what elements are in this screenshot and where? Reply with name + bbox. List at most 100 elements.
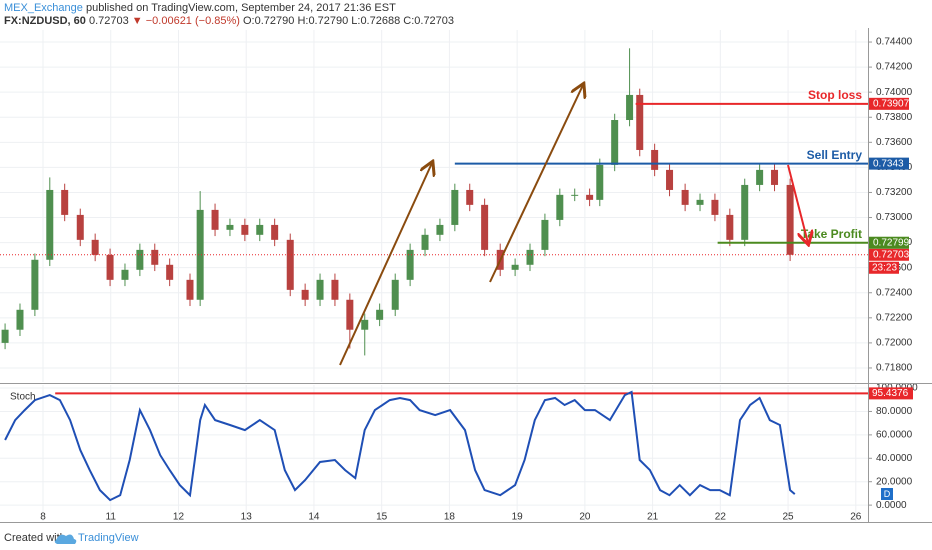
x-tick-label: 12 — [173, 512, 185, 523]
candle-body — [681, 189, 689, 205]
y-tick-label: 0.73600 — [876, 137, 913, 148]
symbol: FX:NZDUSD, 60 — [4, 15, 86, 27]
footer-created: Created with — [4, 532, 66, 544]
y-tick-label: 0.74000 — [876, 87, 913, 98]
last: 0.72703 — [89, 15, 129, 27]
candle-body — [106, 254, 114, 280]
plot-bg — [0, 28, 932, 522]
candle-body — [391, 279, 399, 310]
y-tick-label: 0.74400 — [876, 37, 913, 48]
publisher: MEX_Exchange — [4, 2, 83, 14]
candle-body — [376, 309, 384, 320]
x-tick-label: 22 — [715, 512, 727, 523]
y-tick-label: 0.72400 — [876, 287, 913, 298]
y-tick-label: 0.73000 — [876, 212, 913, 223]
y-tick-label: 0.72200 — [876, 312, 913, 323]
x-tick-label: 25 — [783, 512, 795, 523]
x-tick-label: 14 — [308, 512, 320, 523]
header-line: MEX_Exchange published on TradingView.co… — [4, 2, 396, 14]
candle-body — [711, 199, 719, 215]
candle-body — [436, 224, 444, 235]
candle-body — [696, 199, 704, 205]
candle-body — [786, 184, 794, 255]
candle-body — [286, 239, 294, 290]
candle-body — [211, 209, 219, 230]
candle-body — [301, 289, 309, 300]
candle-body — [331, 279, 339, 300]
logo — [54, 534, 77, 544]
y-tick-label: 60.0000 — [876, 430, 913, 441]
candle-body — [526, 249, 534, 265]
candle-body — [741, 184, 749, 240]
candle-body — [756, 169, 764, 185]
x-tick-label: 19 — [512, 512, 524, 523]
x-tick-label: 8 — [40, 512, 46, 523]
candle-body — [636, 94, 644, 150]
level-name: Stop loss — [808, 88, 862, 102]
candle-body — [541, 219, 549, 250]
badge: D — [884, 489, 891, 499]
stoch-line — [4, 390, 796, 502]
y-tick-label: 40.0000 — [876, 453, 913, 464]
candle-body — [31, 259, 39, 310]
candle-body — [1, 329, 9, 343]
candle-body — [186, 279, 194, 300]
candle-body — [771, 169, 779, 185]
arrow — [489, 85, 583, 283]
y-tick-label: 20.0000 — [876, 476, 913, 487]
candle-body — [76, 214, 84, 240]
candle-body — [421, 234, 429, 250]
candle-body — [226, 224, 234, 230]
x-tick-label: 15 — [376, 512, 388, 523]
candle-body — [361, 319, 369, 330]
change: ▼ −0.00621 (−0.85%) — [132, 15, 240, 27]
published: published on TradingView.com, September … — [86, 2, 396, 14]
candle-body — [16, 309, 24, 330]
candle-body — [556, 194, 564, 220]
candle-body — [121, 269, 129, 280]
y-tick-label: 0.73800 — [876, 112, 913, 123]
y-tick-label: 0.0000 — [876, 500, 907, 511]
badge-bg — [881, 488, 893, 500]
level-label: 0.73907 — [873, 98, 910, 109]
candle-body — [61, 189, 69, 215]
candle-body — [586, 194, 594, 200]
candle-body — [46, 189, 54, 260]
level-box — [869, 236, 909, 249]
candle-body — [241, 224, 249, 235]
x-tick-label: 21 — [647, 512, 659, 523]
candle-body — [451, 189, 459, 225]
level-name: Take Profit — [801, 227, 862, 241]
candle-body — [91, 239, 99, 255]
candle-body — [481, 204, 489, 250]
candle-body — [651, 149, 659, 170]
candle-body — [611, 120, 619, 165]
footer-brand: TradingView — [78, 532, 139, 544]
candle-body — [596, 164, 604, 200]
candle-body — [166, 264, 174, 280]
x-tick-label: 26 — [850, 512, 862, 523]
arrow — [339, 163, 432, 366]
candle-body — [666, 169, 674, 190]
y-tick-label: 0.73200 — [876, 187, 913, 198]
symbol-line: FX:NZDUSD, 60 0.72703 ▼ −0.00621 (−0.85%… — [4, 15, 454, 27]
countdown-box — [869, 261, 899, 274]
candle-body — [466, 189, 474, 205]
candle-body — [511, 264, 519, 270]
candle-body — [151, 249, 159, 265]
candle-body — [271, 224, 279, 240]
candle-body — [346, 299, 354, 330]
level-box — [869, 97, 909, 110]
open: O:0.72790 — [243, 15, 294, 27]
candle-body — [406, 249, 414, 280]
low: L:0.72688 — [351, 15, 400, 27]
x-tick-label: 11 — [106, 512, 117, 523]
layers: 8 11 12 13 14 15 18 19 20 21 22 25 26 0.71800 0.72000 0… — [0, 30, 918, 523]
level-label: 0.72799 — [873, 237, 910, 248]
countdown: 23:23 — [872, 262, 897, 273]
candle-body — [136, 249, 144, 270]
candle-body — [256, 224, 264, 235]
arrow — [787, 164, 808, 243]
level-name: Sell Entry — [807, 148, 863, 162]
